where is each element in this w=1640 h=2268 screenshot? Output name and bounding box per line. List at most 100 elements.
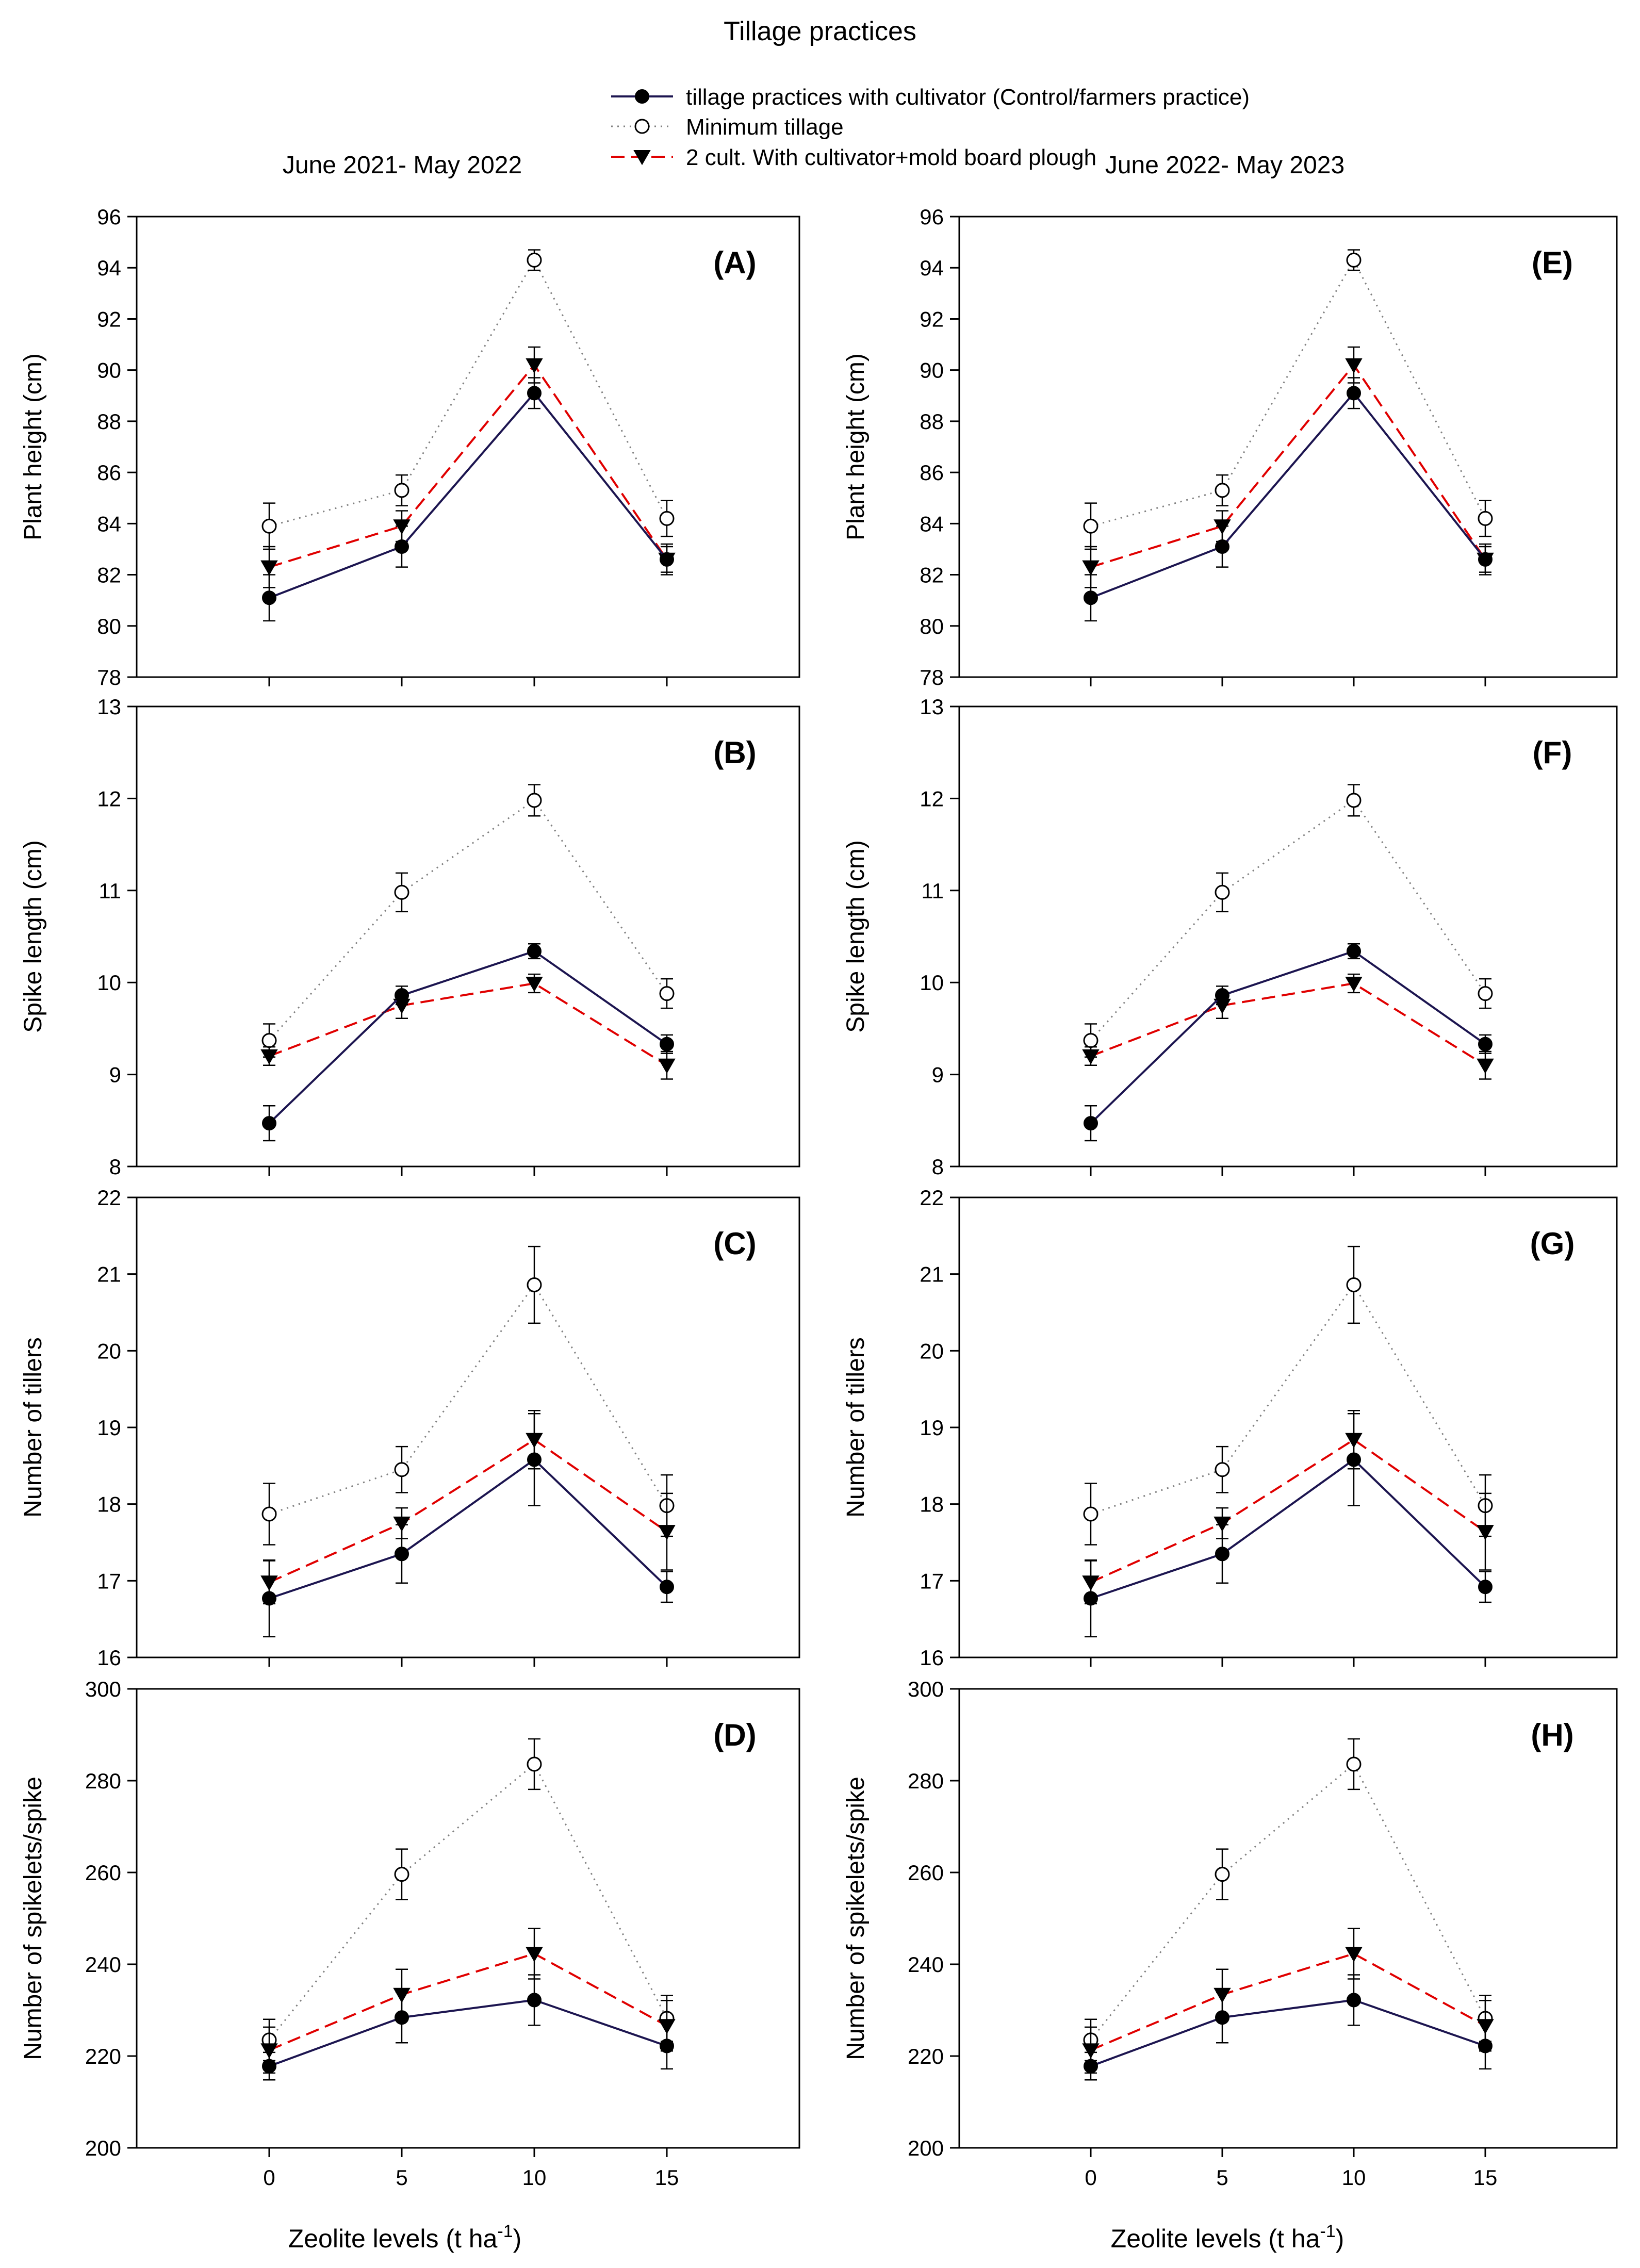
y-tick-label: 20 bbox=[920, 1339, 944, 1363]
series-line bbox=[269, 1458, 668, 1600]
y-tick-label: 96 bbox=[97, 205, 121, 229]
x-axis-label-left: Zeolite levels (t ha-1) bbox=[288, 2222, 522, 2253]
data-point bbox=[527, 793, 542, 808]
series-line bbox=[269, 1952, 667, 2051]
panel-b: 8 9 10 11 12 13 Spike length (cm) (B) bbox=[20, 695, 800, 1179]
series-mold-board bbox=[260, 346, 676, 588]
series-line bbox=[269, 1999, 667, 2067]
y-tick-label: 300 bbox=[85, 1677, 121, 1701]
data-point bbox=[1082, 1049, 1100, 1065]
data-point bbox=[394, 1462, 409, 1477]
data-point bbox=[1083, 1033, 1098, 1048]
series-minimum-tillage bbox=[1083, 1245, 1493, 1546]
series-control bbox=[1084, 1412, 1493, 1638]
y-tick-label: 260 bbox=[908, 1861, 944, 1885]
series-minimum-tillage bbox=[261, 1738, 675, 2062]
y-tick-label: 200 bbox=[85, 2136, 121, 2160]
y-tick-label: 20 bbox=[97, 1339, 121, 1363]
series-line bbox=[269, 1438, 668, 1584]
y-tick-label: 78 bbox=[920, 665, 944, 689]
series-mold-board bbox=[1082, 973, 1494, 1080]
data-point bbox=[1347, 1993, 1361, 2008]
panel-label: (G) bbox=[1530, 1226, 1575, 1261]
panel-label: (F) bbox=[1533, 735, 1572, 770]
x-tick-label: 5 bbox=[1216, 2165, 1228, 2190]
x-axis-label-right: Zeolite levels (t ha-1) bbox=[1111, 2222, 1344, 2253]
series-line bbox=[1090, 1458, 1486, 1600]
series-line bbox=[269, 1283, 668, 1515]
data-point bbox=[394, 884, 409, 900]
y-tick-label: 18 bbox=[97, 1492, 121, 1517]
y-tick-label: 18 bbox=[920, 1492, 944, 1517]
data-point bbox=[395, 988, 409, 1003]
data-point bbox=[527, 252, 542, 268]
y-tick-label: 8 bbox=[932, 1155, 944, 1179]
y-tick-label: 19 bbox=[97, 1416, 121, 1440]
data-point bbox=[1082, 2043, 1100, 2059]
y-tick-label: 92 bbox=[920, 307, 944, 331]
y-tick-label: 9 bbox=[109, 1063, 121, 1087]
data-point bbox=[526, 976, 543, 992]
data-point bbox=[1215, 2010, 1229, 2025]
y-tick-label: 90 bbox=[920, 358, 944, 383]
series-line bbox=[1090, 1438, 1486, 1584]
series-mold-board bbox=[1082, 1928, 1494, 2074]
data-point bbox=[527, 944, 542, 959]
series-control bbox=[262, 377, 674, 622]
data-point bbox=[1084, 2059, 1098, 2074]
legend-marker-mold-board-symbol bbox=[633, 150, 651, 166]
y-tick-label: 16 bbox=[920, 1646, 944, 1670]
series-line bbox=[268, 1763, 668, 2041]
series-line bbox=[1090, 1763, 1486, 2041]
series-control bbox=[1084, 1974, 1493, 2081]
y-axis-label: Plant height (cm) bbox=[20, 353, 47, 540]
data-point bbox=[260, 560, 278, 576]
data-point bbox=[1347, 1452, 1361, 1467]
y-tick-label: 82 bbox=[97, 563, 121, 587]
legend-label-control: tillage practices with cultivator (Contr… bbox=[686, 85, 1250, 110]
y-tick-label: 11 bbox=[921, 879, 944, 903]
series-line bbox=[268, 799, 668, 1041]
data-point bbox=[260, 1049, 278, 1065]
series-minimum-tillage bbox=[261, 784, 675, 1058]
data-point bbox=[1478, 1580, 1493, 1595]
data-point bbox=[1478, 552, 1493, 567]
y-tick-label: 88 bbox=[97, 409, 121, 434]
data-point bbox=[1477, 1525, 1494, 1540]
data-point bbox=[659, 511, 675, 526]
y-tick-label: 11 bbox=[99, 879, 121, 903]
y-tick-label: 94 bbox=[97, 256, 121, 280]
data-point bbox=[1213, 1516, 1231, 1532]
series-line bbox=[1090, 258, 1486, 527]
y-tick-label: 86 bbox=[97, 461, 121, 485]
y-tick-label: 78 bbox=[97, 665, 121, 689]
panel-f: 8 9 10 11 12 13 Spike length (cm) (F) bbox=[842, 695, 1618, 1179]
y-axis-label: Number of spikelets/spike bbox=[842, 1777, 870, 2060]
x-tick-label: 5 bbox=[396, 2165, 407, 2190]
plot-frame bbox=[136, 216, 800, 678]
y-tick-label: 19 bbox=[920, 1416, 944, 1440]
data-point bbox=[1346, 252, 1362, 268]
data-point bbox=[660, 552, 674, 567]
panel-label: (E) bbox=[1532, 245, 1573, 280]
panel-e: 78 80 82 84 86 88 90 92 94 96 Plant height (cm) (E) bbox=[842, 205, 1618, 689]
series-line bbox=[1090, 950, 1486, 1124]
y-tick-label: 21 bbox=[920, 1262, 944, 1287]
y-tick-label: 10 bbox=[920, 971, 944, 995]
data-point bbox=[1346, 1756, 1362, 1772]
data-point bbox=[1215, 1547, 1229, 1562]
y-tick-label: 88 bbox=[920, 409, 944, 434]
series-line bbox=[269, 982, 668, 1066]
data-point bbox=[262, 1116, 276, 1131]
y-tick-label: 12 bbox=[920, 786, 944, 811]
series-line bbox=[269, 391, 668, 599]
data-point bbox=[527, 1452, 542, 1467]
data-point bbox=[1215, 1867, 1230, 1882]
figure-title: Tillage practices bbox=[724, 17, 916, 46]
plot-frame bbox=[958, 705, 1618, 1168]
y-tick-label: 21 bbox=[97, 1262, 121, 1287]
panel-a: 78 80 82 84 86 88 90 92 94 96 Plant height (cm) (A) bbox=[20, 205, 800, 689]
data-point bbox=[261, 518, 277, 534]
series-minimum-tillage bbox=[1083, 784, 1493, 1058]
